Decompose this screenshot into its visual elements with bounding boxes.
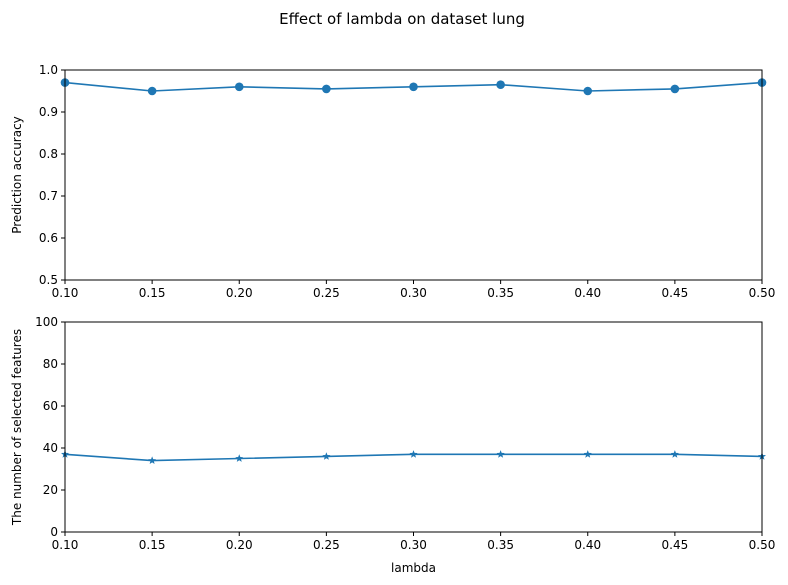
features-x-tick-label: 0.30 bbox=[400, 538, 427, 552]
accuracy-y-tick-label: 0.6 bbox=[39, 231, 58, 245]
features-x-tick-label: 0.20 bbox=[226, 538, 253, 552]
accuracy-point bbox=[409, 82, 418, 92]
accuracy-x-tick-label: 0.50 bbox=[749, 286, 776, 300]
accuracy-x-tick-label: 0.40 bbox=[574, 286, 601, 300]
accuracy-point bbox=[670, 84, 680, 94]
features-point bbox=[670, 450, 679, 458]
features-point bbox=[496, 450, 505, 458]
features-x-tick-label: 0.10 bbox=[52, 538, 79, 552]
features-y-tick-label: 60 bbox=[43, 399, 58, 413]
features-x-tick-label: 0.50 bbox=[749, 538, 776, 552]
features-y-tick-label: 100 bbox=[35, 315, 58, 329]
features-x-tick-label: 0.45 bbox=[662, 538, 689, 552]
features-x-tick-label: 0.35 bbox=[487, 538, 514, 552]
features-point bbox=[583, 450, 592, 458]
features-y-tick-label: 0 bbox=[50, 525, 58, 539]
accuracy-x-tick-label: 0.30 bbox=[400, 286, 427, 300]
accuracy-y-tick-label: 0.8 bbox=[39, 147, 58, 161]
features-y-tick-label: 80 bbox=[43, 357, 58, 371]
accuracy-y-tick-label: 0.5 bbox=[39, 273, 58, 287]
accuracy-y-tick-label: 1.0 bbox=[39, 63, 58, 77]
figure-title: Effect of lambda on dataset lung bbox=[279, 10, 525, 28]
features-x-tick-label: 0.15 bbox=[139, 538, 166, 552]
features-y-tick-label: 20 bbox=[43, 483, 58, 497]
accuracy-point bbox=[234, 82, 244, 92]
accuracy-y-axis-label: Prediction accuracy bbox=[10, 116, 24, 234]
accuracy-point bbox=[583, 86, 593, 96]
accuracy-x-tick-label: 0.20 bbox=[226, 286, 253, 300]
accuracy-point bbox=[147, 86, 157, 96]
features-y-tick-label: 40 bbox=[43, 441, 58, 455]
features-y-axis-label: The number of selected features bbox=[10, 329, 24, 526]
accuracy-x-tick-label: 0.25 bbox=[313, 286, 340, 300]
accuracy-panel: 0.10 0.15 0.20 0.25 0.30 0.35 0.40 0.45 0.50 0.5 0… bbox=[10, 63, 775, 300]
features-x-tick-label: 0.25 bbox=[313, 538, 340, 552]
accuracy-x-tick-label: 0.10 bbox=[52, 286, 79, 300]
accuracy-y-tick-label: 0.9 bbox=[39, 105, 58, 119]
features-point bbox=[235, 454, 244, 462]
features-point bbox=[409, 450, 418, 458]
features-x-tick-label: 0.40 bbox=[574, 538, 601, 552]
accuracy-y-tick-label: 0.7 bbox=[39, 189, 58, 203]
accuracy-x-tick-label: 0.45 bbox=[662, 286, 689, 300]
features-point bbox=[148, 456, 157, 464]
accuracy-point bbox=[322, 84, 331, 94]
accuracy-x-tick-label: 0.15 bbox=[139, 286, 166, 300]
features-panel: 0.10 0.15 0.20 0.25 0.30 0.35 0.40 0.45 0.50 0 20 4… bbox=[10, 315, 775, 575]
accuracy-point bbox=[496, 80, 505, 89]
features-x-axis-label: lambda bbox=[391, 561, 436, 575]
features-point bbox=[322, 452, 331, 460]
accuracy-x-tick-label: 0.35 bbox=[487, 286, 514, 300]
